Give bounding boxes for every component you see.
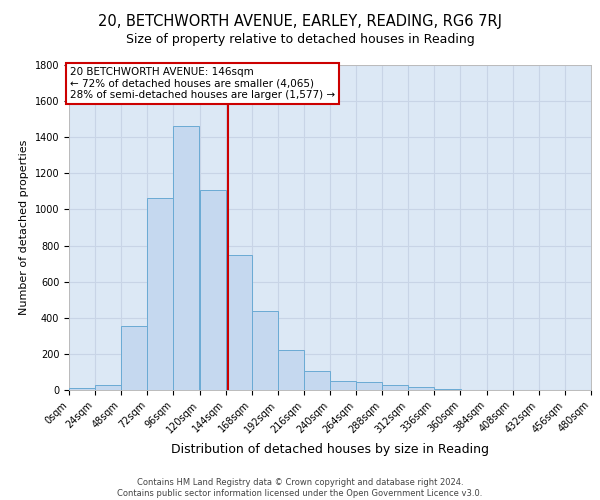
Text: 20 BETCHWORTH AVENUE: 146sqm
← 72% of detached houses are smaller (4,065)
28% of: 20 BETCHWORTH AVENUE: 146sqm ← 72% of de… <box>70 67 335 100</box>
Y-axis label: Number of detached properties: Number of detached properties <box>19 140 29 315</box>
Bar <box>408 387 434 390</box>
Bar <box>199 190 226 390</box>
Text: Contains HM Land Registry data © Crown copyright and database right 2024.
Contai: Contains HM Land Registry data © Crown c… <box>118 478 482 498</box>
Bar <box>278 350 304 390</box>
Bar <box>121 326 148 390</box>
X-axis label: Distribution of detached houses by size in Reading: Distribution of detached houses by size … <box>171 443 489 456</box>
Bar <box>226 256 252 390</box>
Bar <box>148 198 173 390</box>
Bar <box>382 385 409 390</box>
Bar <box>434 389 461 390</box>
Bar <box>69 388 95 390</box>
Bar <box>252 312 278 390</box>
Bar <box>173 126 199 390</box>
Text: Size of property relative to detached houses in Reading: Size of property relative to detached ho… <box>125 32 475 46</box>
Bar <box>356 382 382 390</box>
Bar <box>95 385 121 390</box>
Bar <box>330 381 356 390</box>
Text: 20, BETCHWORTH AVENUE, EARLEY, READING, RG6 7RJ: 20, BETCHWORTH AVENUE, EARLEY, READING, … <box>98 14 502 29</box>
Bar <box>304 370 330 390</box>
